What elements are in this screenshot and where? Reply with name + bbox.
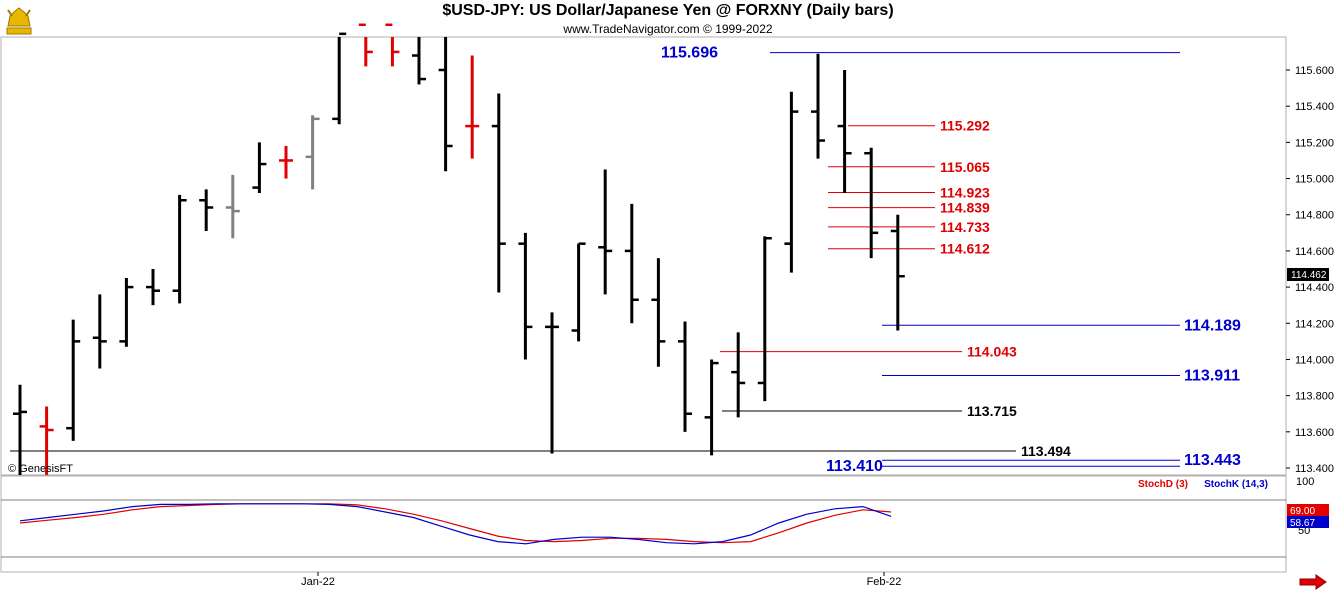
level-label: 113.410 bbox=[826, 458, 883, 475]
ohlc-bar bbox=[199, 189, 214, 232]
ohlc-bar bbox=[225, 174, 240, 239]
ohlc-bar bbox=[571, 242, 586, 342]
level-label: 113.715 bbox=[967, 403, 1017, 419]
ohlc-bar bbox=[252, 142, 267, 194]
chart-title: $USD-JPY: US Dollar/Japanese Yen @ FORXN… bbox=[442, 2, 894, 19]
level-label: 115.696 bbox=[661, 45, 718, 62]
level-label: 115.292 bbox=[940, 118, 990, 134]
level-label: 114.923 bbox=[940, 184, 990, 200]
date-label-feb: Feb-22 bbox=[867, 576, 902, 588]
ohlc-bar bbox=[146, 269, 160, 306]
ohlc-bar bbox=[119, 278, 134, 347]
ohlc-bar bbox=[39, 406, 54, 475]
price-tick-label: 113.400 bbox=[1295, 463, 1334, 475]
stochk-value: 58.67 bbox=[1290, 518, 1315, 529]
date-label-jan: Jan-22 bbox=[301, 576, 335, 588]
gold-bull-logo-icon bbox=[6, 7, 32, 35]
last-price: 114.462 bbox=[1291, 270, 1327, 281]
level-label: 114.043 bbox=[967, 344, 1017, 360]
ohlc-bar bbox=[890, 214, 905, 331]
ohlc-bar bbox=[518, 232, 533, 360]
ohlc-bar bbox=[624, 203, 639, 324]
ohlc-bar bbox=[545, 312, 559, 454]
price-bars bbox=[13, 23, 905, 475]
ohlc-bar bbox=[13, 384, 27, 475]
ohlc-bar bbox=[358, 23, 373, 67]
price-axis: 115.600 115.400 115.200 115.000 114.800 114.6… bbox=[1286, 65, 1334, 475]
price-tick-label: 113.600 bbox=[1295, 427, 1334, 439]
ohlc-bar bbox=[651, 258, 666, 367]
level-label: 115.065 bbox=[940, 159, 990, 175]
ohlc-bar bbox=[757, 236, 772, 402]
price-tick-label: 115.000 bbox=[1295, 174, 1334, 186]
level-label: 113.911 bbox=[1184, 368, 1240, 385]
stochk-value-badge bbox=[1287, 516, 1329, 528]
ohlc-bar bbox=[66, 319, 81, 441]
indicator-level-100: 100 bbox=[1296, 476, 1314, 488]
stochk-legend: StochK (14,3) bbox=[1204, 479, 1268, 490]
stochd-value-badge bbox=[1287, 504, 1329, 516]
price-tick-label: 114.400 bbox=[1295, 282, 1334, 294]
stochd-value: 69.00 bbox=[1290, 506, 1315, 517]
ohlc-bar bbox=[784, 91, 799, 273]
ohlc-bar bbox=[704, 359, 719, 456]
level-label: 114.733 bbox=[940, 219, 990, 235]
price-tick-label: 115.400 bbox=[1295, 101, 1334, 113]
ohlc-bar bbox=[491, 93, 506, 293]
ohlc-bar bbox=[385, 23, 400, 67]
price-pane bbox=[0, 36, 1287, 476]
ohlc-bar bbox=[438, 37, 453, 172]
ohlc-bar bbox=[811, 53, 825, 159]
stochd-line bbox=[19, 503, 892, 544]
price-tick-label: 115.200 bbox=[1295, 137, 1334, 149]
stochk-line bbox=[19, 503, 892, 545]
last-price-badge bbox=[1287, 268, 1329, 281]
ohlc-bar bbox=[332, 32, 347, 125]
level-label: 114.839 bbox=[940, 200, 990, 216]
level-label: 113.494 bbox=[1021, 443, 1071, 459]
level-label: 114.612 bbox=[940, 241, 990, 257]
ohlc-bar bbox=[305, 115, 320, 190]
level-label: 113.443 bbox=[1184, 452, 1241, 469]
ohlc-bar bbox=[678, 321, 692, 432]
price-tick-label: 114.600 bbox=[1295, 246, 1334, 258]
price-tick-label: 113.800 bbox=[1295, 391, 1334, 403]
ohlc-bar bbox=[864, 147, 879, 259]
stochastic-lines bbox=[1, 499, 1286, 558]
ohlc-bar bbox=[598, 169, 613, 295]
watermark: © GenesisFT bbox=[8, 463, 73, 475]
ohlc-bar bbox=[279, 145, 293, 179]
ohlc-bar bbox=[92, 294, 107, 369]
red-right-arrow-icon[interactable] bbox=[1298, 574, 1328, 590]
ohlc-bar bbox=[465, 55, 480, 159]
copyright-text: www.TradeNavigator.com © 1999-2022 bbox=[563, 22, 773, 36]
ohlc-bar bbox=[731, 332, 746, 418]
ohlc-bar bbox=[412, 37, 426, 85]
ohlc-bar bbox=[837, 70, 852, 194]
price-tick-label: 114.000 bbox=[1295, 354, 1334, 366]
price-tick-label: 114.800 bbox=[1295, 210, 1334, 222]
stochd-legend: StochD (3) bbox=[1138, 479, 1188, 490]
price-tick-label: 115.600 bbox=[1295, 65, 1334, 77]
ohlc-bar bbox=[172, 194, 187, 304]
level-label: 114.189 bbox=[1184, 317, 1241, 334]
price-tick-label: 114.200 bbox=[1295, 318, 1334, 330]
indicator-pane bbox=[0, 475, 1287, 573]
